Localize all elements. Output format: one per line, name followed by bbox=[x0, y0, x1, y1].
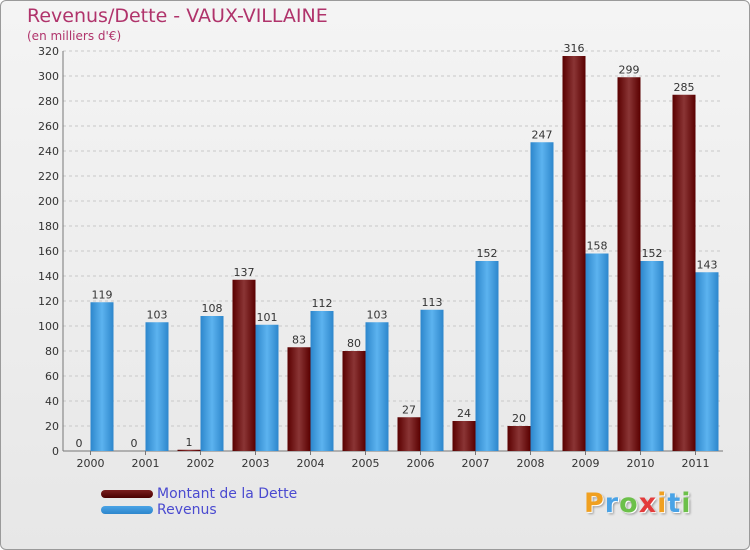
bar-dette bbox=[562, 56, 586, 451]
data-label: 112 bbox=[312, 297, 333, 310]
data-label: 24 bbox=[457, 407, 471, 420]
y-tick-label: 260 bbox=[38, 120, 59, 133]
bar-revenus bbox=[585, 253, 609, 451]
y-tick-label: 320 bbox=[38, 45, 59, 58]
bar-dette bbox=[177, 449, 201, 451]
data-label: 108 bbox=[202, 302, 223, 315]
data-label: 83 bbox=[292, 333, 306, 346]
y-tick-label: 140 bbox=[38, 270, 59, 283]
bar-revenus bbox=[365, 322, 389, 451]
y-tick-label: 160 bbox=[38, 245, 59, 258]
logo-letter: t bbox=[667, 488, 682, 519]
x-tick-label: 2000 bbox=[77, 457, 105, 470]
y-tick-label: 120 bbox=[38, 295, 59, 308]
bar-revenus bbox=[255, 324, 279, 451]
bar-revenus bbox=[200, 316, 224, 451]
legend-label-dette: Montant de la Dette bbox=[157, 486, 298, 502]
y-tick-label: 40 bbox=[45, 395, 59, 408]
bar-dette bbox=[232, 279, 256, 451]
data-label: 80 bbox=[347, 337, 361, 350]
x-tick-label: 2007 bbox=[462, 457, 490, 470]
chart-title: Revenus/Dette - VAUX-VILLAINE bbox=[27, 5, 328, 27]
bar-revenus bbox=[145, 322, 169, 451]
y-tick-label: 280 bbox=[38, 95, 59, 108]
x-tick-label: 2008 bbox=[517, 457, 545, 470]
y-tick-label: 80 bbox=[45, 345, 59, 358]
bar-dette bbox=[452, 421, 476, 451]
data-label: 143 bbox=[697, 258, 718, 271]
x-tick-label: 2002 bbox=[187, 457, 215, 470]
data-label: 316 bbox=[564, 42, 585, 55]
bar-dette bbox=[672, 94, 696, 451]
y-tick-label: 240 bbox=[38, 145, 59, 158]
x-tick-label: 2006 bbox=[407, 457, 435, 470]
data-label: 0 bbox=[76, 437, 83, 450]
data-label: 299 bbox=[619, 63, 640, 76]
data-label: 103 bbox=[147, 308, 168, 321]
bar-dette bbox=[397, 417, 421, 451]
legend-swatch-dette bbox=[101, 490, 153, 498]
y-tick-label: 100 bbox=[38, 320, 59, 333]
data-label: 152 bbox=[477, 247, 498, 260]
data-label: 158 bbox=[587, 240, 608, 253]
logo-letter: r bbox=[604, 488, 620, 519]
bar-revenus bbox=[90, 302, 114, 451]
bar-revenus bbox=[640, 261, 664, 451]
x-tick-label: 2001 bbox=[132, 457, 160, 470]
logo-letter: P bbox=[584, 488, 605, 519]
chart-subtitle: (en milliers d'€) bbox=[27, 29, 122, 43]
bar-revenus bbox=[475, 261, 499, 451]
data-label: 247 bbox=[532, 128, 553, 141]
bar-revenus bbox=[695, 272, 719, 451]
logo-letter: i bbox=[681, 488, 692, 519]
data-label: 285 bbox=[674, 81, 695, 94]
proxiti-logo: Proxiti bbox=[584, 488, 692, 519]
bar-dette bbox=[617, 77, 641, 451]
logo-letter: i bbox=[657, 488, 668, 519]
data-label: 152 bbox=[642, 247, 663, 260]
x-tick-label: 2005 bbox=[352, 457, 380, 470]
y-tick-label: 0 bbox=[52, 445, 59, 458]
x-tick-label: 2009 bbox=[572, 457, 600, 470]
x-tick-label: 2010 bbox=[627, 457, 655, 470]
y-tick-label: 200 bbox=[38, 195, 59, 208]
data-label: 119 bbox=[92, 288, 113, 301]
data-label: 0 bbox=[131, 437, 138, 450]
data-label: 103 bbox=[367, 308, 388, 321]
bar-dette bbox=[287, 347, 311, 451]
y-tick-label: 220 bbox=[38, 170, 59, 183]
legend-label-revenus: Revenus bbox=[157, 502, 217, 518]
x-tick-label: 2004 bbox=[297, 457, 325, 470]
legend-swatch-revenus bbox=[101, 506, 153, 514]
logo-letter: o bbox=[619, 488, 639, 519]
y-tick-label: 20 bbox=[45, 420, 59, 433]
x-tick-label: 2003 bbox=[242, 457, 270, 470]
data-label: 1 bbox=[186, 436, 193, 449]
y-tick-label: 60 bbox=[45, 370, 59, 383]
x-tick-label: 2011 bbox=[682, 457, 710, 470]
data-label: 113 bbox=[422, 296, 443, 309]
y-tick-label: 180 bbox=[38, 220, 59, 233]
bar-dette bbox=[342, 351, 366, 451]
data-label: 101 bbox=[257, 311, 278, 324]
data-label: 27 bbox=[402, 403, 416, 416]
bar-revenus bbox=[530, 142, 554, 451]
logo-letter: x bbox=[638, 488, 658, 519]
data-label: 137 bbox=[234, 266, 255, 279]
bar-revenus bbox=[310, 311, 334, 451]
bar-revenus bbox=[420, 309, 444, 451]
data-label: 20 bbox=[512, 412, 526, 425]
y-tick-label: 300 bbox=[38, 70, 59, 83]
bar-dette bbox=[507, 426, 531, 451]
